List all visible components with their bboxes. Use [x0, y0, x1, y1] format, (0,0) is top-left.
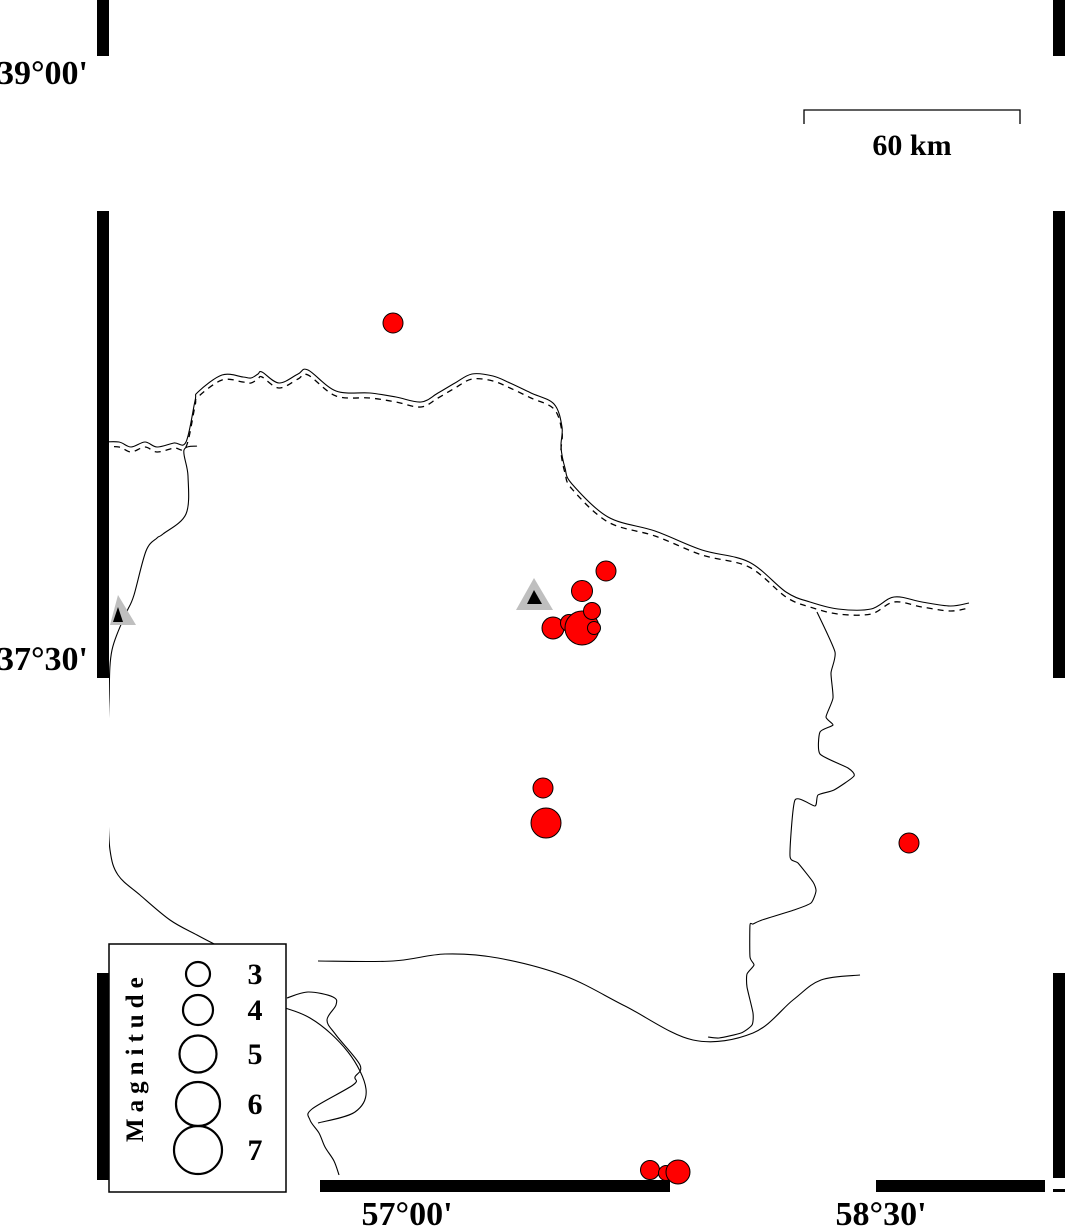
svg-text:Magnitude: Magnitude [122, 971, 149, 1142]
svg-text:5: 5 [248, 1038, 263, 1071]
svg-text:7: 7 [248, 1134, 263, 1167]
svg-text:3: 3 [248, 958, 263, 991]
svg-text:58°30': 58°30' [835, 1196, 926, 1229]
svg-text:6: 6 [248, 1088, 263, 1121]
svg-text:57°00': 57°00' [361, 1196, 452, 1229]
svg-text:37°30': 37°30' [0, 641, 88, 678]
svg-text:39°00': 39°00' [0, 55, 88, 92]
svg-text:60 km: 60 km [872, 129, 951, 162]
svg-text:4: 4 [248, 994, 263, 1027]
